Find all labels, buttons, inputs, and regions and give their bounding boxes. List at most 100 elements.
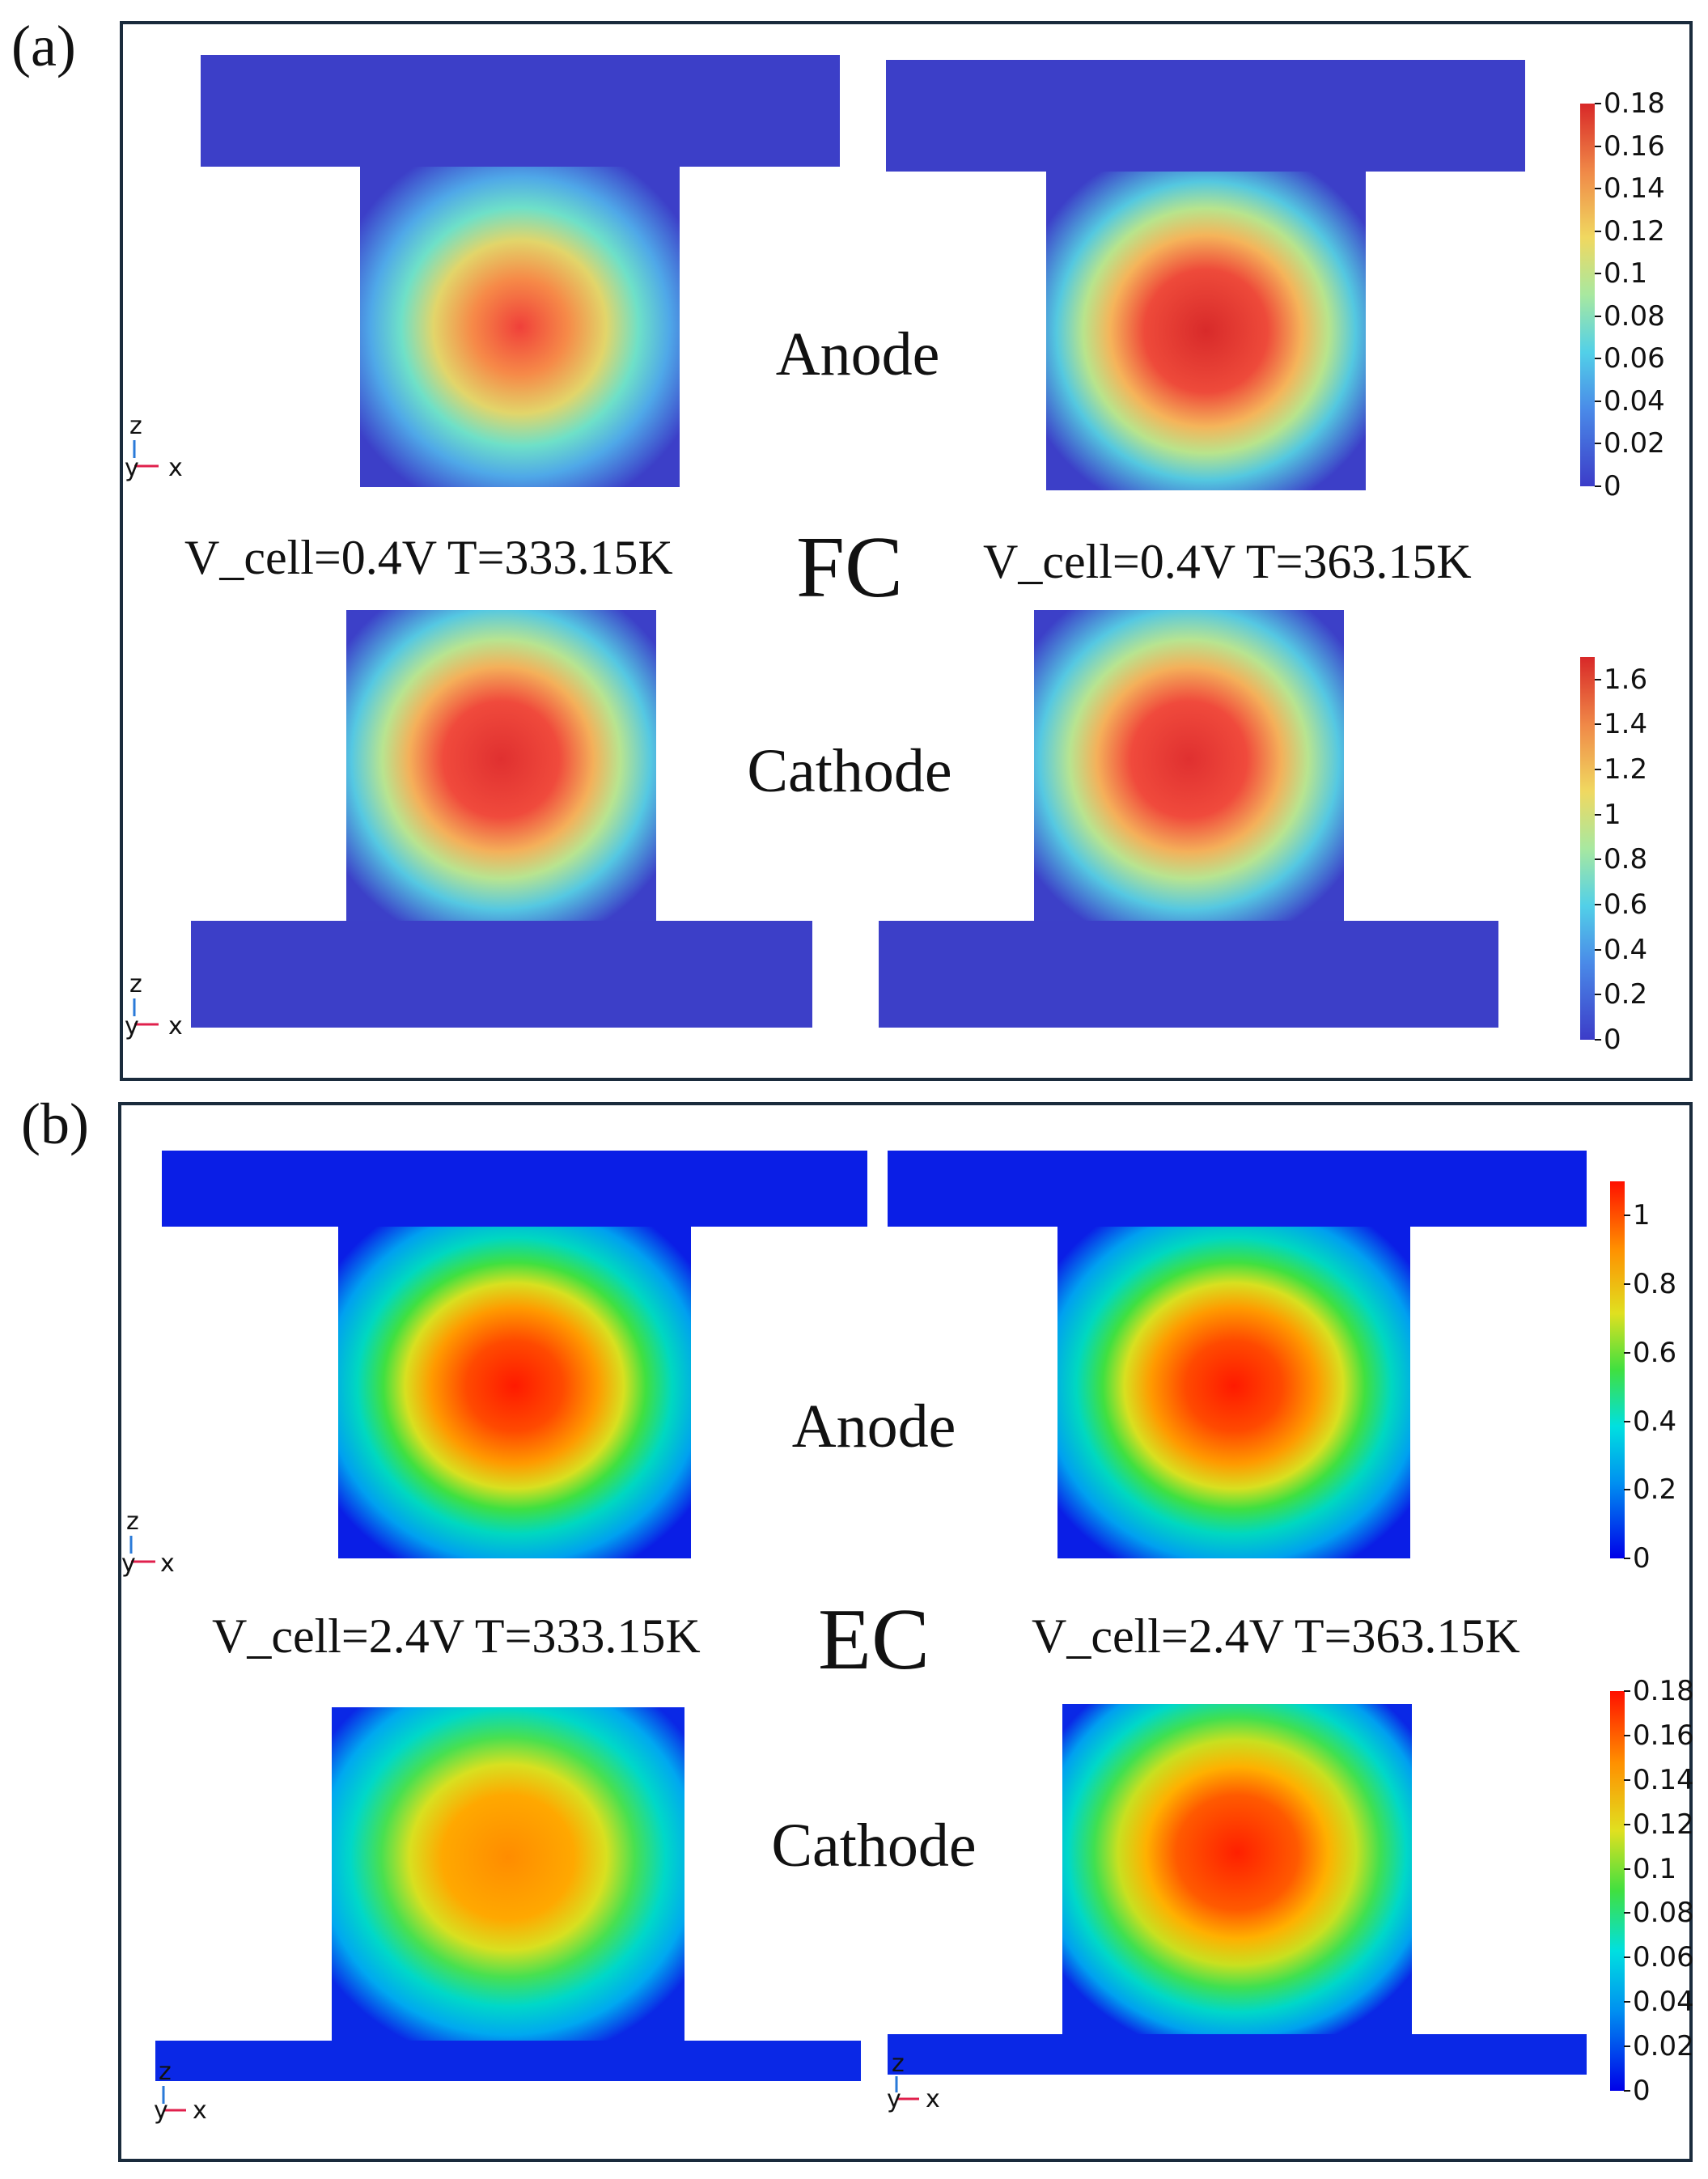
ec-condition-363: V_cell=2.4V T=363.15K — [1032, 1609, 1520, 1663]
colorbar-tick-label: 0.08 — [1633, 1897, 1694, 1930]
colorbar-tick-label: 0.1 — [1633, 1852, 1677, 1885]
ec-anode-333-plot — [162, 1151, 867, 1558]
colorbar-tick-mark — [1624, 1867, 1630, 1870]
ec-cathode-333-plot — [155, 1707, 861, 2081]
colorbar-tick-label: 1.6 — [1604, 663, 1648, 696]
colorbar-tick-mark — [1595, 145, 1601, 147]
fc-anode-label: Anode — [775, 320, 940, 388]
colorbar-tick-mark — [1624, 1351, 1630, 1354]
colorbar-tick-label: 0.18 — [1604, 87, 1665, 120]
fc-condition-333: V_cell=0.4V T=333.15K — [184, 531, 673, 584]
panel-b-letter: (b) — [21, 1092, 89, 1156]
fc-cathode-colorbar — [1580, 657, 1595, 1040]
colorbar-tick-label: 0.06 — [1633, 1941, 1694, 1974]
colorbar-tick-mark — [1624, 1215, 1630, 1217]
colorbar-tick-label: 0.12 — [1604, 214, 1665, 248]
ec-anode-label: Anode — [791, 1393, 956, 1460]
colorbar-tick-mark — [1624, 1558, 1630, 1559]
colorbar-tick-label: 0.6 — [1633, 1336, 1677, 1369]
colorbar-tick-mark — [1595, 678, 1601, 680]
colorbar-tick-mark — [1624, 1823, 1630, 1825]
axis-triad-b-top: z y x — [121, 1507, 175, 1578]
colorbar-tick-label: 0.4 — [1633, 1405, 1677, 1438]
colorbar-tick-mark — [1624, 2090, 1630, 2092]
colorbar-tick-label: 0.1 — [1604, 257, 1648, 290]
colorbar-tick-label: 0.2 — [1633, 1473, 1677, 1507]
colorbar-tick-label: 0.18 — [1633, 1675, 1694, 1707]
colorbar-tick-mark — [1595, 813, 1601, 816]
colorbar-tick-mark — [1595, 273, 1601, 275]
colorbar-tick-label: 0 — [1633, 2075, 1651, 2107]
svg-text:x: x — [160, 1549, 175, 1578]
ec-mode-label: EC — [817, 1592, 930, 1688]
colorbar-tick-mark — [1595, 723, 1601, 726]
svg-text:y: y — [887, 2085, 901, 2113]
colorbar-tick-mark — [1595, 1039, 1601, 1041]
colorbar-tick-label: 0 — [1604, 470, 1621, 502]
fc-anode-333-plot — [201, 55, 840, 487]
colorbar-tick-mark — [1624, 1489, 1630, 1491]
colorbar-tick-mark — [1595, 485, 1601, 487]
colorbar-tick-label: 0.08 — [1604, 299, 1665, 333]
colorbar-tick-label: 1.4 — [1604, 708, 1648, 741]
colorbar-tick-mark — [1624, 1420, 1630, 1422]
svg-text:x: x — [926, 2085, 940, 2113]
ec-anode-colorbar — [1610, 1181, 1625, 1558]
ec-cathode-label: Cathode — [771, 1812, 977, 1880]
axis-triad-b-bottom-left: z y x — [154, 2058, 207, 2125]
ec-cathode-363-plot — [888, 1704, 1587, 2075]
colorbar-tick-mark — [1624, 1778, 1630, 1781]
svg-text:z: z — [159, 2058, 172, 2086]
fc-cathode-333-plot — [191, 610, 812, 1028]
colorbar-tick-mark — [1595, 315, 1601, 317]
colorbar-tick-label: 1 — [1604, 798, 1621, 831]
colorbar-tick-mark — [1595, 994, 1601, 996]
colorbar-tick-label: 0.14 — [1633, 1763, 1694, 1796]
colorbar-tick-label: 0.06 — [1604, 342, 1665, 375]
colorbar-tick-label: 0.02 — [1604, 427, 1665, 460]
colorbar-tick-mark — [1595, 400, 1601, 402]
axis-triad-a-bottom: z y x — [125, 970, 183, 1041]
svg-text:y: y — [121, 1549, 136, 1578]
svg-text:x: x — [168, 1012, 183, 1041]
fc-condition-363: V_cell=0.4V T=363.15K — [983, 535, 1472, 588]
colorbar-tick-mark — [1595, 443, 1601, 445]
colorbar-tick-mark — [1624, 1734, 1630, 1736]
svg-text:z: z — [126, 1507, 139, 1536]
colorbar-tick-mark — [1595, 188, 1601, 190]
ec-cathode-colorbar — [1610, 1691, 1625, 2091]
fc-anode-363-plot — [886, 60, 1525, 490]
colorbar-tick-label: 0.6 — [1604, 888, 1648, 922]
colorbar-tick-mark — [1595, 858, 1601, 861]
ec-anode-363-plot — [888, 1151, 1587, 1558]
colorbar-tick-label: 0.16 — [1604, 129, 1665, 163]
svg-text:y: y — [125, 1012, 139, 1041]
colorbar-tick-label: 1 — [1633, 1199, 1651, 1232]
colorbar-tick-mark — [1595, 904, 1601, 906]
colorbar-tick-label: 0 — [1633, 1542, 1651, 1575]
colorbar-tick-mark — [1624, 2001, 1630, 2003]
colorbar-tick-label: 0.12 — [1633, 1808, 1694, 1841]
fc-mode-label: FC — [795, 519, 904, 616]
colorbar-tick-mark — [1624, 1956, 1630, 1959]
colorbar-tick-mark — [1595, 769, 1601, 771]
svg-text:x: x — [168, 454, 183, 482]
colorbar-tick-label: 0.8 — [1604, 843, 1648, 876]
colorbar-tick-mark — [1595, 103, 1601, 104]
colorbar-tick-mark — [1595, 358, 1601, 360]
colorbar-tick-mark — [1624, 1912, 1630, 1914]
svg-text:x: x — [193, 2096, 207, 2125]
fc-anode-colorbar — [1580, 104, 1595, 486]
svg-text:z: z — [129, 970, 142, 998]
colorbar-tick-label: 0.04 — [1604, 384, 1665, 418]
colorbar-tick-label: 0.4 — [1604, 933, 1648, 966]
colorbar-tick-label: 0.02 — [1633, 2030, 1694, 2063]
colorbar-tick-mark — [1595, 230, 1601, 232]
colorbar-tick-label: 0.16 — [1633, 1719, 1694, 1752]
svg-text:z: z — [129, 412, 142, 440]
colorbar-tick-label: 1.2 — [1604, 753, 1648, 786]
fc-cathode-363-plot — [879, 610, 1498, 1028]
colorbar-tick-mark — [1624, 2045, 1630, 2048]
svg-text:z: z — [892, 2050, 905, 2078]
